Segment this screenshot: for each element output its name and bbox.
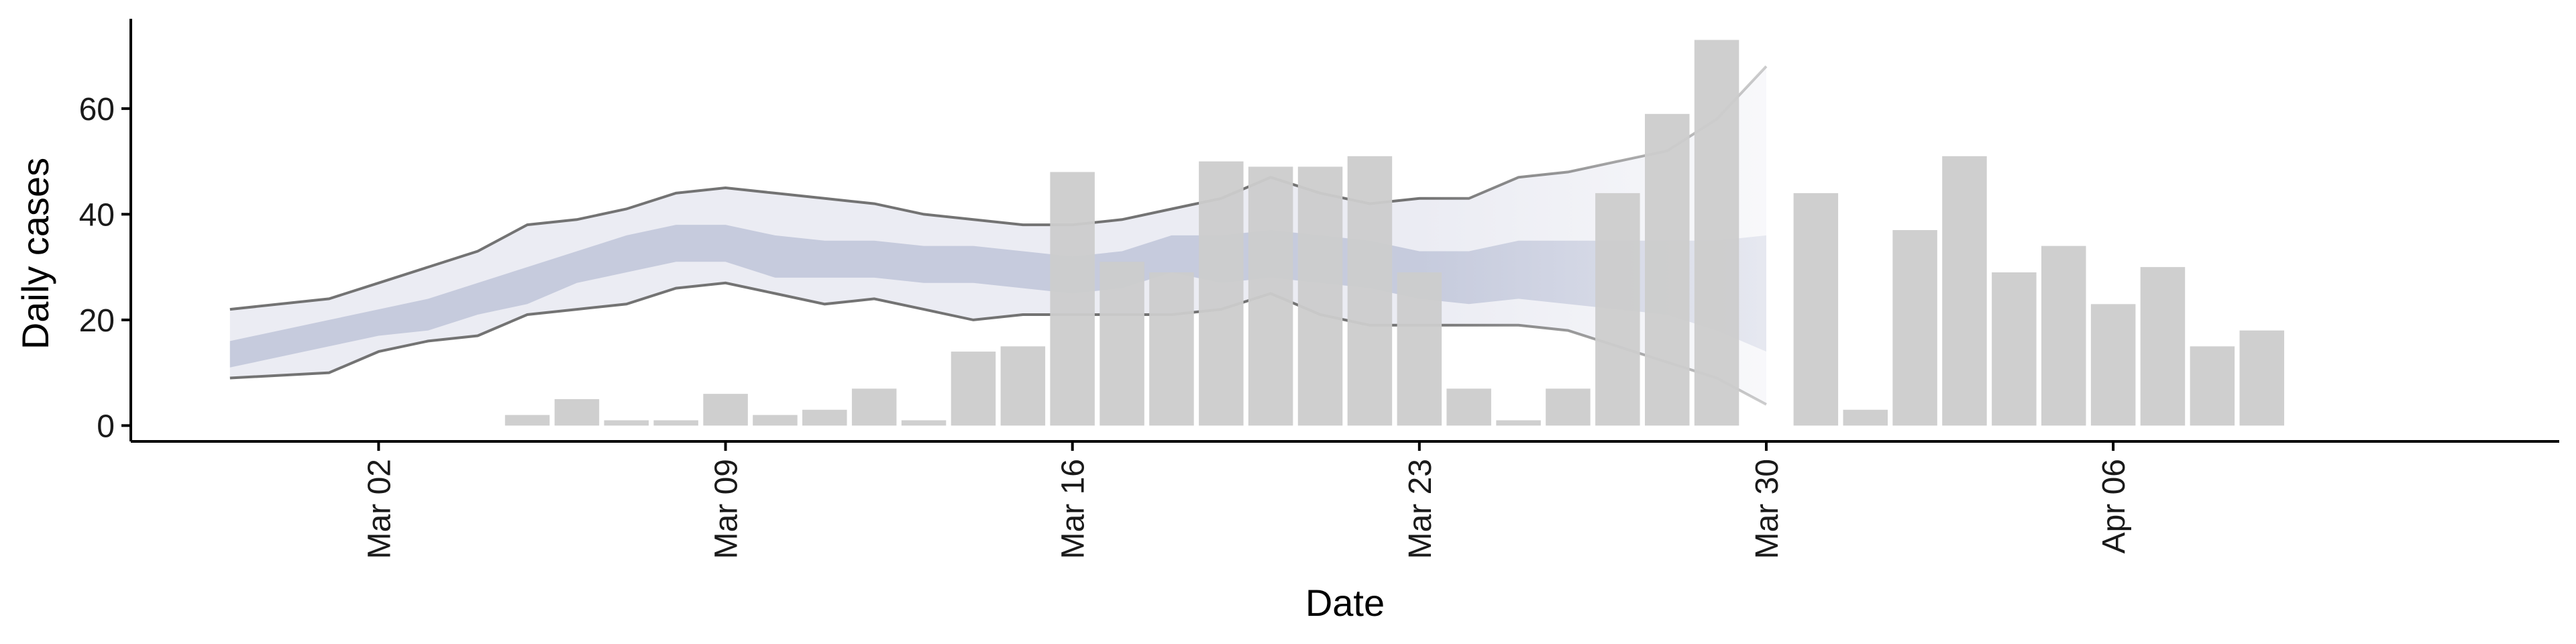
y-axis-title: Daily cases — [14, 158, 56, 350]
bar — [1099, 262, 1144, 426]
prediction-interval-outer — [229, 66, 1766, 405]
bar — [1595, 193, 1640, 426]
bar — [1793, 193, 1839, 426]
bar — [851, 388, 897, 426]
bar — [1892, 230, 1937, 426]
plot-area — [229, 40, 2284, 426]
y-tick-label: 20 — [79, 303, 115, 339]
prediction-interval-edges — [229, 65, 1768, 406]
bar — [1694, 40, 1739, 426]
x-tick-label: Mar 02 — [362, 459, 397, 559]
x-axis-ticks: Mar 02 Mar 09 Mar 16 Mar 23 Mar 30 Apr 06 — [362, 441, 2132, 559]
bar — [1347, 156, 1393, 426]
bar — [1496, 420, 1541, 426]
bar — [2041, 246, 2086, 426]
bar — [1149, 272, 1194, 426]
bar — [1397, 272, 1442, 426]
bar — [1843, 409, 1888, 426]
daily-case-bars — [504, 40, 2284, 426]
bar — [1297, 166, 1343, 426]
bar — [2190, 346, 2235, 426]
bar — [1446, 388, 1491, 426]
bar — [1050, 172, 1095, 426]
upper-interval-line — [229, 65, 1768, 311]
bar — [753, 415, 798, 426]
bar — [504, 415, 550, 426]
bar — [1992, 272, 2037, 426]
bar — [901, 420, 947, 426]
x-tick-label: Apr 06 — [2096, 459, 2132, 553]
bar — [2239, 330, 2284, 426]
x-axis-title: Date — [1305, 582, 1385, 624]
bar — [604, 420, 649, 426]
bar — [1942, 156, 1987, 426]
bar — [802, 409, 847, 426]
bar — [1546, 388, 1591, 426]
bar — [1000, 346, 1046, 426]
bar — [1199, 161, 1244, 426]
bar — [2090, 304, 2136, 426]
bar — [653, 420, 698, 426]
bar — [2140, 267, 2186, 426]
bar — [1645, 113, 1690, 426]
x-tick-label: Mar 09 — [709, 459, 745, 559]
x-tick-label: Mar 30 — [1750, 459, 1785, 559]
bar — [703, 394, 748, 426]
x-tick-label: Mar 16 — [1056, 459, 1091, 559]
outer-interval-band — [229, 66, 1766, 405]
lower-interval-line — [229, 281, 1767, 406]
axes: 0 20 40 60 Mar 02 Mar 09 Mar 16 Mar 23 Mar 30 Ap… — [79, 19, 2559, 559]
bar — [554, 399, 600, 426]
x-tick-label: Mar 23 — [1403, 459, 1438, 559]
bar — [1248, 166, 1293, 426]
y-tick-label: 0 — [97, 409, 115, 444]
y-axis-ticks: 0 20 40 60 — [79, 92, 131, 444]
bar — [951, 352, 996, 426]
y-tick-label: 40 — [79, 197, 115, 233]
y-tick-label: 60 — [79, 92, 115, 127]
